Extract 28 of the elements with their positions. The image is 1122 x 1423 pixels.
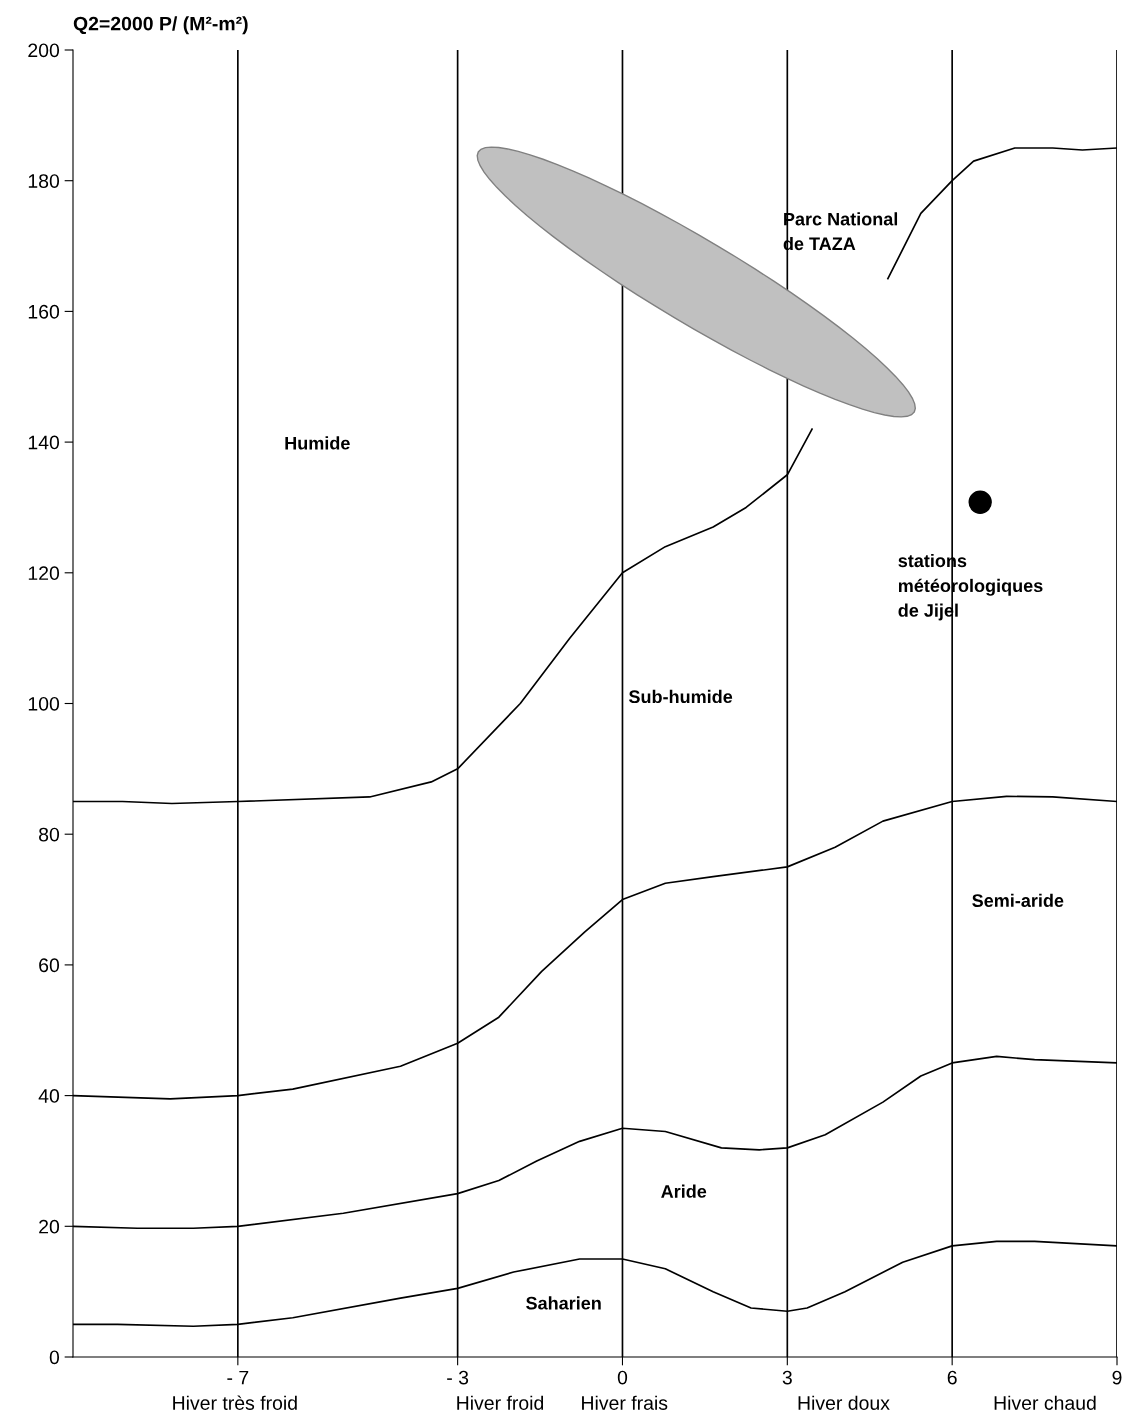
text: Hiver chaud <box>994 1395 1096 1410</box>
y-tick-label: 60 <box>39 958 60 973</box>
chart-title: Q2=2000 P/ (M²-m²) <box>73 16 248 35</box>
y-tick-label: 180 <box>28 174 60 188</box>
y-tick-label: 140 <box>28 435 60 450</box>
x-tick-label: 9 <box>1112 1370 1122 1385</box>
annotation: Aride <box>661 1184 707 1198</box>
y-tick-label: 200 <box>28 43 60 58</box>
text: Hiver froid <box>457 1395 544 1410</box>
annotation: Humide <box>285 436 350 450</box>
y-tick-label: 100 <box>28 696 60 711</box>
y-tick-label: 20 <box>39 1219 60 1234</box>
x-tick-label: 3 <box>782 1370 792 1385</box>
text: Hiver doux <box>798 1395 890 1410</box>
y-tick-label: 40 <box>38 1089 60 1103</box>
y-tick-label: 0 <box>49 1350 60 1365</box>
x-tick-label: 6 <box>947 1370 957 1385</box>
text: Hiver frais <box>582 1395 668 1410</box>
y-tick-label: 160 <box>28 304 60 319</box>
x-tick-label: - 7 <box>227 1370 249 1385</box>
annotation: Semi-aride <box>972 893 1064 908</box>
annotation: Sub-humide <box>628 689 733 704</box>
y-tick-label: 80 <box>39 827 60 842</box>
x-tick-label: - 3 <box>447 1370 469 1385</box>
y-tick-label: 120 <box>28 566 60 581</box>
annotation: Saharien <box>526 1296 601 1310</box>
x-tick-label: 0 <box>617 1370 628 1385</box>
text: Hiver très froid <box>173 1395 297 1410</box>
